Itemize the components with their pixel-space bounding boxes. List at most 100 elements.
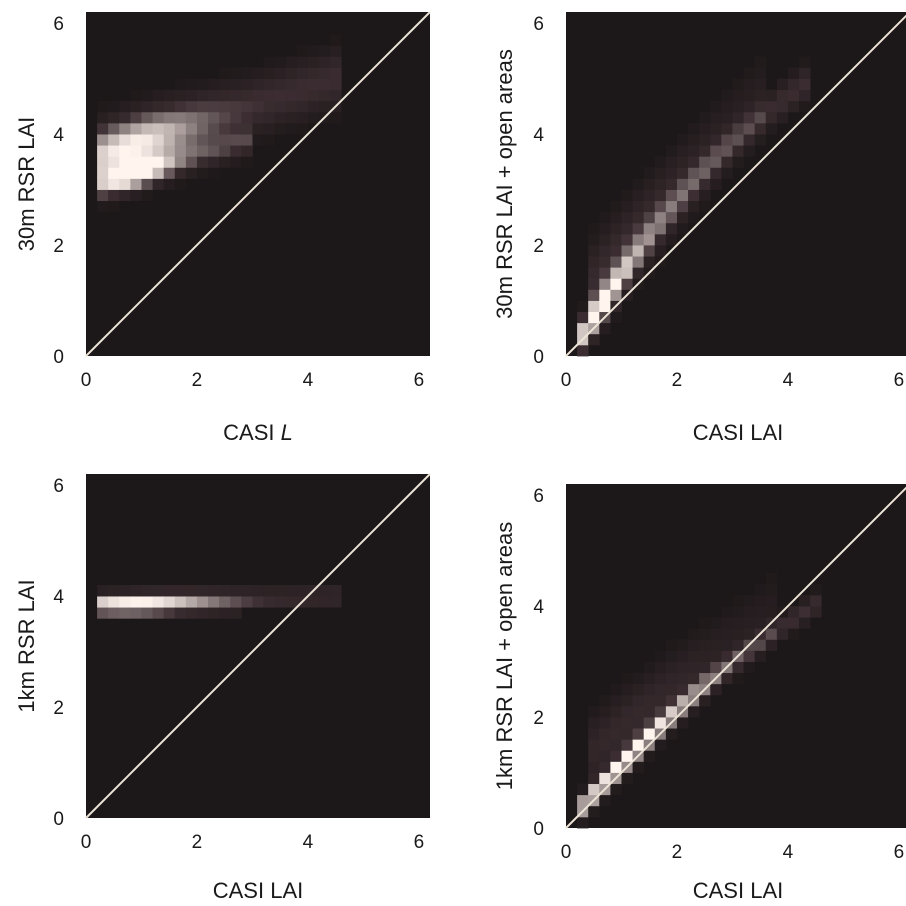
density-cell bbox=[699, 156, 711, 168]
density-cell bbox=[219, 596, 231, 608]
density-cell bbox=[721, 606, 733, 618]
density-cell bbox=[654, 211, 667, 224]
density-cell bbox=[688, 672, 700, 685]
density-cell bbox=[621, 683, 633, 696]
density-cell bbox=[252, 100, 264, 113]
density-cell bbox=[196, 584, 209, 597]
density-cell bbox=[185, 134, 198, 146]
density-cell bbox=[754, 122, 767, 135]
density-cell bbox=[699, 122, 711, 135]
density-cell bbox=[621, 256, 633, 268]
density-cell bbox=[174, 178, 187, 190]
density-cell bbox=[710, 145, 722, 157]
density-cell bbox=[97, 111, 109, 124]
density-cell bbox=[230, 145, 242, 157]
density-cell bbox=[610, 233, 622, 246]
density-cell bbox=[732, 89, 744, 102]
density-cell bbox=[610, 267, 622, 279]
density-cell bbox=[108, 189, 120, 202]
density-cell bbox=[732, 134, 744, 146]
density-cell bbox=[163, 145, 176, 157]
density-cell bbox=[632, 256, 645, 268]
density-cell bbox=[676, 156, 689, 168]
density-cell bbox=[654, 694, 667, 707]
density-cell bbox=[241, 67, 253, 79]
density-cell bbox=[721, 628, 733, 640]
density-cell bbox=[174, 78, 187, 91]
density-cell bbox=[599, 256, 611, 268]
density-cell bbox=[599, 728, 611, 740]
density-cell bbox=[654, 178, 667, 190]
density-cell bbox=[274, 56, 287, 68]
density-cell bbox=[119, 167, 131, 179]
density-cell bbox=[185, 167, 198, 179]
density-cell bbox=[97, 100, 109, 113]
density-cell bbox=[665, 705, 678, 718]
density-cell bbox=[185, 89, 198, 102]
density-cell bbox=[241, 145, 253, 157]
density-cell bbox=[599, 772, 611, 785]
density-cell bbox=[743, 661, 756, 674]
density-cell bbox=[654, 222, 667, 235]
density-cell bbox=[721, 122, 733, 135]
identity-line bbox=[85, 11, 431, 357]
density-cell bbox=[765, 572, 778, 585]
identity-line bbox=[85, 473, 431, 819]
panel-4: 0 2 4 6 0 2 4 6 CASI LAI 1km RSR LAI + open areas bbox=[492, 484, 906, 903]
identity-line bbox=[565, 486, 906, 829]
density-cell bbox=[643, 245, 656, 257]
density-cell bbox=[676, 661, 689, 674]
density-cell bbox=[252, 89, 264, 102]
x-tick-label: 2 bbox=[192, 832, 203, 853]
density-cell bbox=[632, 672, 645, 685]
density-cell bbox=[754, 583, 767, 596]
density-cell bbox=[643, 728, 656, 740]
density-cell bbox=[108, 607, 120, 619]
density-cell bbox=[710, 683, 722, 696]
density-cell bbox=[643, 178, 656, 190]
density-cell bbox=[710, 639, 722, 651]
density-cell bbox=[577, 816, 589, 829]
density-cell bbox=[799, 606, 811, 618]
density-cell bbox=[119, 122, 131, 135]
density-cell bbox=[754, 594, 767, 607]
density-cell bbox=[754, 67, 767, 79]
density-cell bbox=[241, 134, 253, 146]
density-cell bbox=[610, 200, 622, 213]
density-cell bbox=[330, 67, 342, 79]
density-cell bbox=[621, 189, 633, 202]
density-cell bbox=[296, 100, 309, 113]
density-cell bbox=[130, 122, 142, 135]
density-cell bbox=[219, 156, 231, 168]
density-cell bbox=[196, 156, 209, 168]
density-cell bbox=[810, 594, 822, 607]
density-cell bbox=[621, 750, 633, 762]
density-cell bbox=[330, 111, 342, 124]
density-cell bbox=[743, 606, 756, 618]
density-cell bbox=[196, 89, 209, 102]
density-cell bbox=[776, 111, 789, 124]
density-cell bbox=[799, 56, 811, 68]
density-cell bbox=[632, 211, 645, 224]
density-cell bbox=[610, 245, 622, 257]
density-cell bbox=[721, 167, 733, 179]
density-cell bbox=[163, 607, 176, 619]
density-cell bbox=[97, 167, 109, 179]
density-cell bbox=[330, 56, 342, 68]
density-cell bbox=[330, 89, 342, 102]
density-cell bbox=[632, 694, 645, 707]
density-cell bbox=[588, 717, 600, 729]
density-cell bbox=[108, 156, 120, 168]
density-cell bbox=[296, 45, 309, 57]
density-cell bbox=[241, 78, 253, 91]
density-cell bbox=[688, 200, 700, 213]
density-cell bbox=[743, 67, 756, 79]
density-cell bbox=[319, 584, 331, 597]
y-tick-label: 6 bbox=[533, 14, 544, 35]
density-cell bbox=[721, 156, 733, 168]
y-tick-label: 6 bbox=[53, 14, 64, 35]
x-tick-label: 4 bbox=[783, 842, 794, 863]
density-cell bbox=[732, 156, 744, 168]
density-cell bbox=[130, 167, 142, 179]
